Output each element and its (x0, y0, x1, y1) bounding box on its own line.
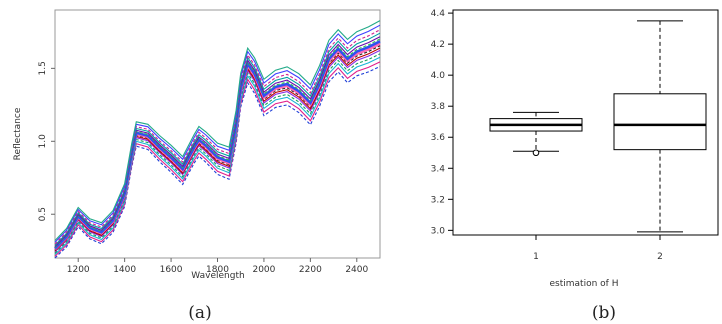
box-2 (613, 20, 707, 233)
y-tick-label: 1.0 (38, 134, 48, 149)
y-tick-label: 3.0 (431, 226, 446, 236)
y-axis-label-a: Reflectance (13, 107, 23, 160)
y-tick-label: 0.5 (38, 207, 48, 221)
y-tick-label: 3.4 (431, 164, 446, 174)
y-tick-label: 3.2 (431, 195, 445, 205)
spectrum-line (54, 36, 381, 247)
caption-a: (a) (188, 303, 211, 323)
x-tick-label: 2000 (252, 265, 275, 275)
spectrum-line (54, 40, 381, 250)
spectrum-line (54, 53, 381, 254)
x-axis-ticks-a: 1200 1400 1600 1800 2000 2200 2400 (67, 258, 369, 275)
x-tick-label: 2200 (299, 265, 322, 275)
y-tick-label: 3.6 (431, 133, 446, 143)
spectrum-line (54, 38, 381, 248)
y-tick-label: 3.8 (431, 102, 446, 112)
spectrum-line (54, 24, 381, 243)
y-tick-label: 1.5 (38, 61, 48, 75)
x-tick-label: 1200 (67, 265, 90, 275)
x-axis-label-b: estimation of H (550, 279, 619, 289)
spectrum-line (54, 20, 381, 241)
y-axis-ticks-a: 0.5 1.0 1.5 (38, 61, 55, 221)
x-tick-label: 1800 (206, 265, 229, 275)
spectrum-line (54, 66, 381, 259)
x-tick-label: 1400 (113, 265, 136, 275)
y-axis-ticks-b: 3.0 3.2 3.4 3.6 3.8 4.0 4.2 4.4 (431, 9, 453, 236)
x-tick-label: 1 (533, 252, 539, 262)
outlier-point (532, 149, 540, 157)
caption-b: (b) (592, 303, 616, 323)
spectra-line-chart: 1200 1400 1600 1800 2000 2200 2400 0.5 1.0 1.5 W… (13, 9, 381, 323)
x-tick-label: 1600 (160, 265, 183, 275)
y-tick-label: 4.4 (431, 9, 446, 19)
x-axis-label-a: Wavelength (191, 271, 244, 281)
box-1 (489, 111, 583, 157)
y-tick-label: 4.0 (431, 71, 446, 81)
spectrum-line (54, 32, 381, 246)
y-tick-label: 4.2 (431, 40, 445, 50)
spectrum-line (54, 61, 381, 257)
x-tick-label: 2400 (345, 265, 368, 275)
spectrum-line (54, 56, 381, 255)
spectra-lines (54, 20, 381, 259)
spectrum-line (54, 29, 381, 245)
boxes (489, 20, 707, 233)
spectrum-line (54, 45, 381, 251)
iqr-box (613, 93, 707, 151)
x-tick-label: 2 (657, 252, 663, 262)
